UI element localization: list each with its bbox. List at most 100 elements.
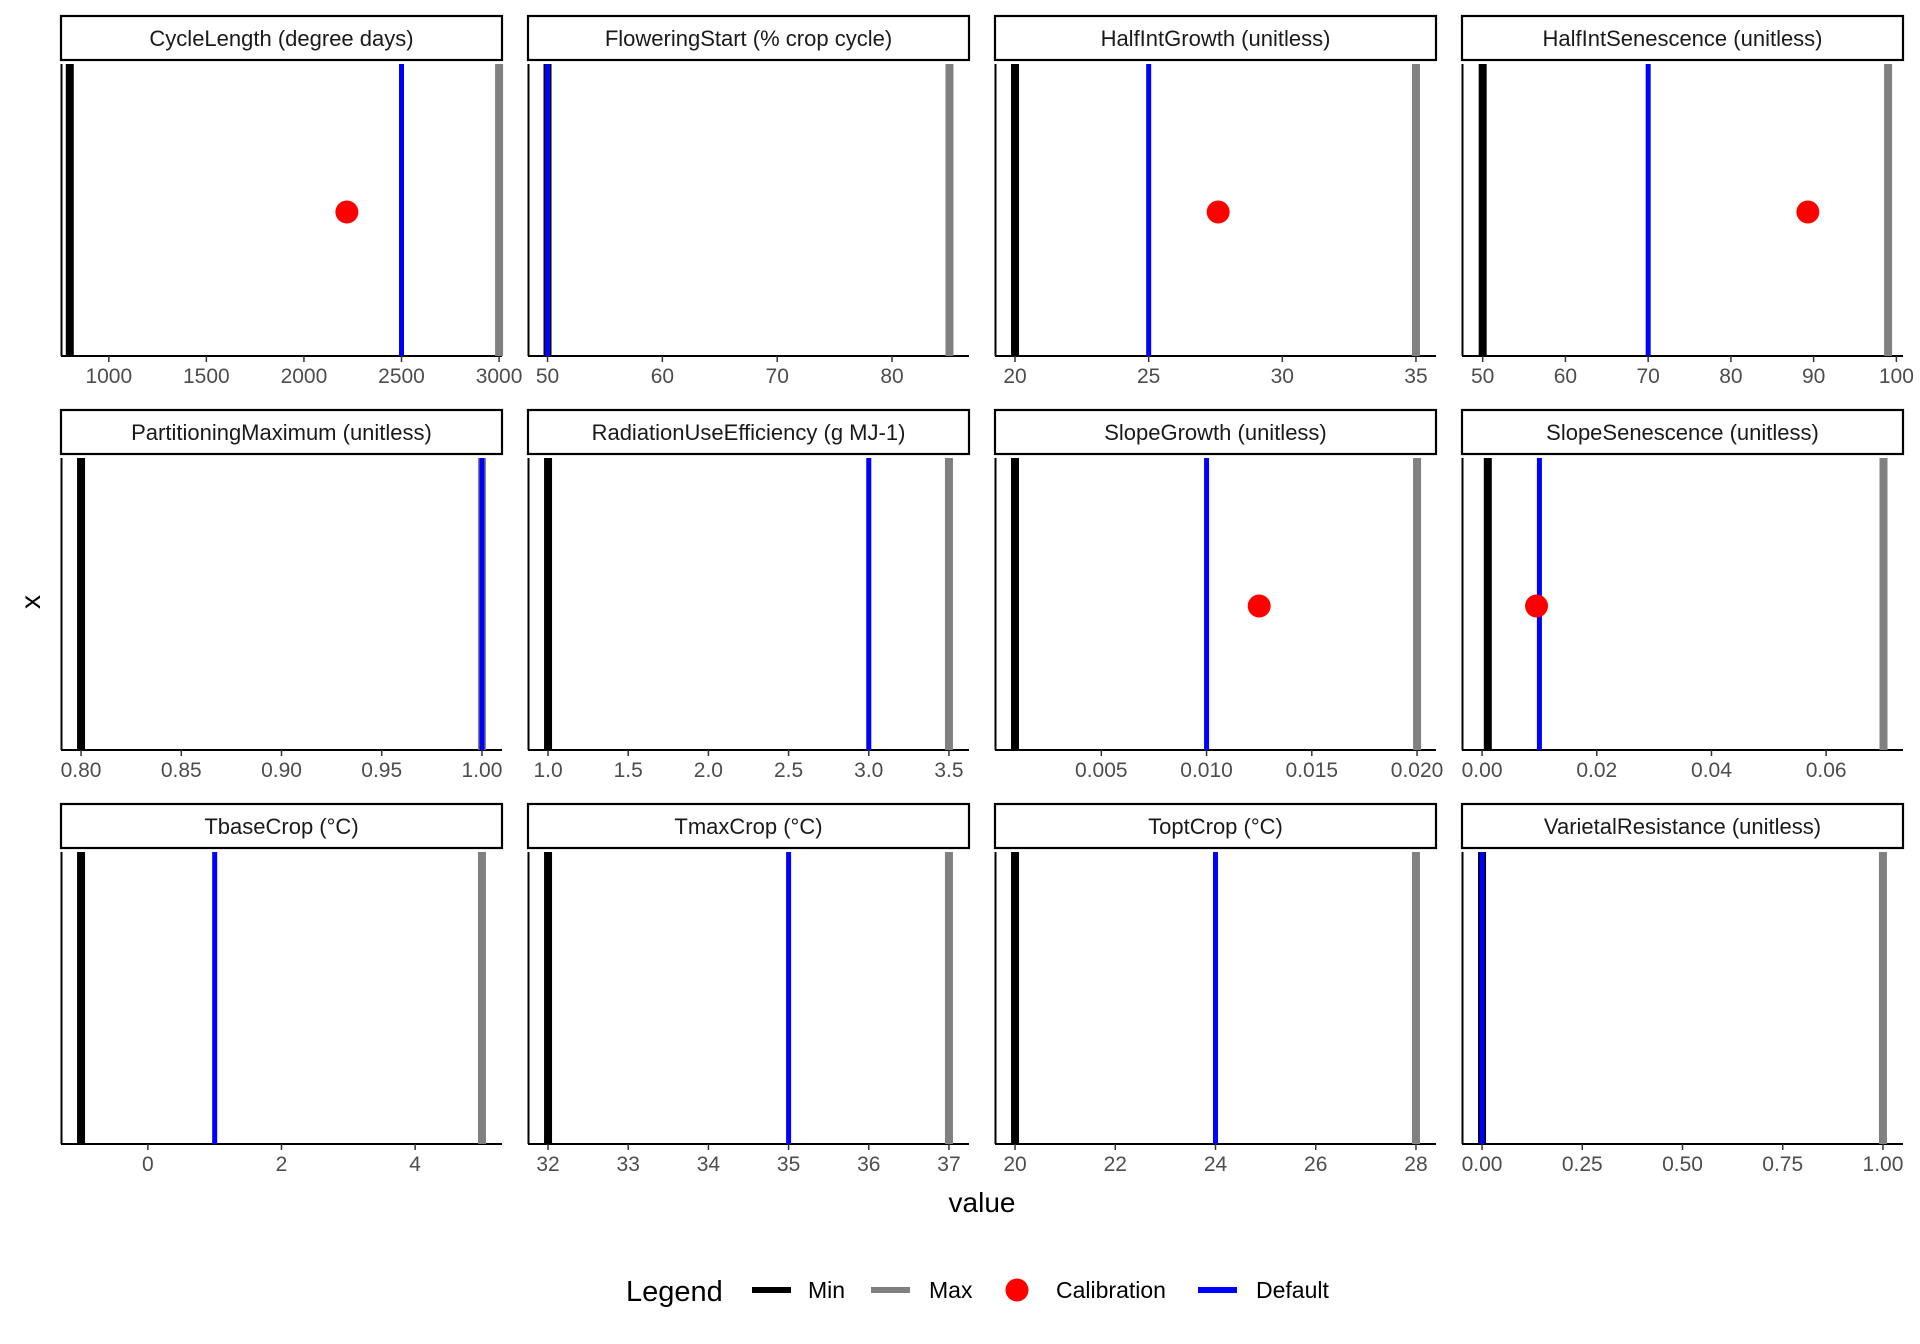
legend-label: Max <box>929 1277 973 1303</box>
facet-radiation-use-efficiency: RadiationUseEfficiency (g MJ-1) 1.0 1.5 2.0… <box>526 408 971 782</box>
legend-item-calibration: Calibration <box>1005 1277 1166 1303</box>
x-tick-label: 0.85 <box>161 759 202 782</box>
legend-entries: Min Max Calibration Default <box>752 1277 1329 1303</box>
x-tick-label: 90 <box>1802 365 1825 388</box>
x-tick-label: 24 <box>1204 1153 1228 1176</box>
facet-strip-label: ToptCrop (°C) <box>1148 814 1283 839</box>
x-tick-label: 3.0 <box>854 759 883 782</box>
x-tick-label: 0.020 <box>1391 759 1444 782</box>
facet-tmax-crop: TmaxCrop (°C) 32 33 34 35 36 37 <box>526 802 971 1176</box>
x-tick-label: 1000 <box>85 365 132 388</box>
facet-strip <box>526 802 971 850</box>
facet-half-int-growth: HalfIntGrowth (unitless) 20 25 30 35 <box>993 14 1438 388</box>
legend-key-point <box>1005 1278 1029 1302</box>
x-tick-label: 1.00 <box>462 759 503 782</box>
x-tick-label: 0.00 <box>1462 759 1503 782</box>
facet-strip <box>526 408 971 456</box>
x-tick-label: 80 <box>880 365 903 388</box>
x-tick-label: 36 <box>857 1153 880 1176</box>
x-tick-label: 80 <box>1719 365 1742 388</box>
facet-slope-growth: SlopeGrowth (unitless) 0.005 0.010 0.015 0.0… <box>993 408 1444 782</box>
x-tick-label: 25 <box>1137 365 1160 388</box>
x-tick-label: 30 <box>1271 365 1294 388</box>
calibration-point <box>1206 200 1230 224</box>
calibration-point <box>1796 200 1820 224</box>
x-tick-label: 26 <box>1304 1153 1327 1176</box>
x-tick-label: 0.80 <box>61 759 102 782</box>
x-tick-label: 2500 <box>378 365 425 388</box>
x-tick-label: 0.005 <box>1075 759 1128 782</box>
x-tick-label: 70 <box>766 365 789 388</box>
facet-strip-label: HalfIntSenescence (unitless) <box>1542 26 1822 51</box>
y-axis-title: x <box>15 595 46 609</box>
x-tick-label: 50 <box>536 365 559 388</box>
x-tick-label: 0.00 <box>1462 1153 1503 1176</box>
facet-grid: CycleLength (degree days)1000 1500 2000 250… <box>59 14 1914 1176</box>
x-tick-label: 0.06 <box>1806 759 1847 782</box>
facet-strip-label: CycleLength (degree days) <box>149 26 413 51</box>
facet-strip-label: SlopeGrowth (unitless) <box>1104 420 1327 445</box>
calibration-point <box>1247 594 1271 618</box>
facet-strip <box>1460 802 1905 850</box>
facet-cycle-length: CycleLength (degree days) 1000 1500 2000 250… <box>59 14 523 388</box>
facet-flowering-start: FloweringStart (% crop cycle) 50 60 70 80 <box>526 14 971 388</box>
x-tick-label: 35 <box>777 1153 800 1176</box>
facet-strip <box>1460 14 1905 62</box>
x-tick-label: 0.015 <box>1286 759 1339 782</box>
facet-strip-label: HalfIntGrowth (unitless) <box>1101 26 1331 51</box>
facet-strip <box>993 802 1438 850</box>
facet-strip-label: TmaxCrop (°C) <box>674 814 822 839</box>
facet-strip-label: PartitioningMaximum (unitless) <box>131 420 432 445</box>
calibration-point <box>335 200 359 224</box>
x-tick-label: 32 <box>536 1153 559 1176</box>
facet-strip-label: FloweringStart (% crop cycle) <box>605 26 892 51</box>
x-tick-label: 4 <box>409 1153 421 1176</box>
x-tick-label: 28 <box>1404 1153 1427 1176</box>
x-tick-label: 3000 <box>476 365 523 388</box>
x-tick-label: 2000 <box>281 365 328 388</box>
facet-strip <box>993 408 1438 456</box>
facet-strip-label: RadiationUseEfficiency (g MJ-1) <box>592 420 906 445</box>
legend-title: Legend <box>626 1276 723 1308</box>
x-tick-label: 34 <box>697 1153 721 1176</box>
facet-strip-label: SlopeSenescence (unitless) <box>1546 420 1819 445</box>
facet-strip-label: VarietalResistance (unitless) <box>1544 814 1821 839</box>
x-tick-label: 70 <box>1636 365 1659 388</box>
calibration-point <box>1525 594 1549 618</box>
x-tick-label: 0.75 <box>1762 1153 1803 1176</box>
legend-label: Default <box>1256 1277 1329 1303</box>
x-tick-label: 0.95 <box>361 759 402 782</box>
facet-strip <box>993 14 1438 62</box>
facet-slope-senescence: SlopeSenescence (unitless) 0.00 0.02 0.04 0.… <box>1460 408 1905 782</box>
x-tick-label: 100 <box>1879 365 1914 388</box>
facet-strip-label: TbaseCrop (°C) <box>204 814 358 839</box>
x-tick-label: 60 <box>1554 365 1577 388</box>
x-tick-label: 60 <box>651 365 674 388</box>
x-tick-label: 0.25 <box>1562 1153 1603 1176</box>
facet-partitioning-maximum: PartitioningMaximum (unitless) 0.80 0.85 0.… <box>59 408 504 782</box>
facet-strip <box>59 802 504 850</box>
x-axis-title: value <box>949 1187 1016 1218</box>
x-tick-label: 33 <box>617 1153 640 1176</box>
x-tick-label: 1.0 <box>533 759 562 782</box>
x-tick-label: 22 <box>1104 1153 1127 1176</box>
x-tick-label: 2.0 <box>694 759 723 782</box>
facet-topt-crop: ToptCrop (°C) 20 22 24 26 28 <box>993 802 1438 1176</box>
x-tick-label: 50 <box>1471 365 1494 388</box>
x-tick-label: 37 <box>937 1153 960 1176</box>
x-tick-label: 1.00 <box>1863 1153 1904 1176</box>
legend-item-min: Min <box>752 1277 845 1303</box>
x-tick-label: 1500 <box>183 365 230 388</box>
facet-strip <box>59 14 504 62</box>
x-tick-label: 0.02 <box>1576 759 1617 782</box>
legend-item-default: Default <box>1198 1277 1329 1303</box>
facet-tbase-crop: TbaseCrop (°C) 0 2 4 <box>59 802 504 1176</box>
facet-strip <box>1460 408 1905 456</box>
x-tick-label: 35 <box>1404 365 1427 388</box>
x-tick-label: 0.04 <box>1691 759 1732 782</box>
x-tick-label: 0.010 <box>1180 759 1233 782</box>
facet-varietal-resistance: VarietalResistance (unitless) 0.00 0.25 0.5… <box>1460 802 1905 1176</box>
legend-label: Calibration <box>1056 1277 1166 1303</box>
